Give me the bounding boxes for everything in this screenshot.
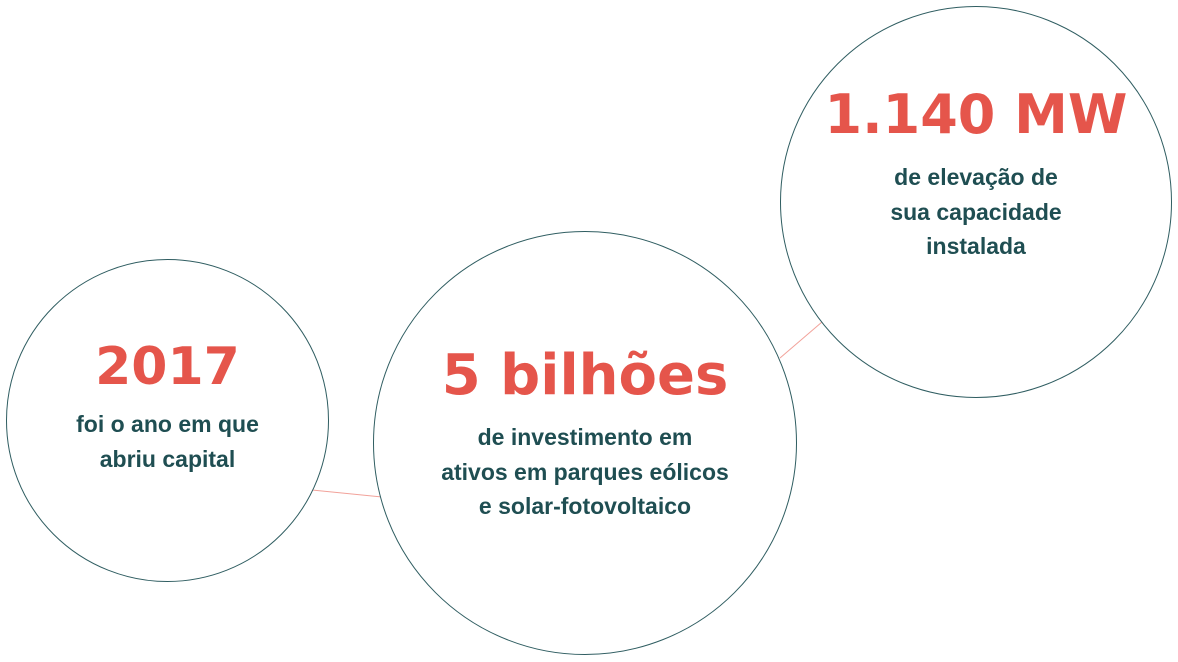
stat-caption-line: sua capacidade (890, 198, 1062, 225)
stat-circle-ipo-year: 2017 foi o ano em que abriu capital (6, 259, 329, 582)
stat-caption: de elevação de sua capacidade instalada (890, 160, 1061, 264)
stat-caption-line: foi o ano em que (76, 411, 259, 437)
stat-caption-line: de investimento em (477, 424, 693, 451)
stat-headline: 1.140 MW (824, 83, 1128, 147)
stat-headline: 2017 (95, 337, 240, 397)
stat-caption-line: instalada (926, 233, 1026, 260)
stat-circle-investment: 5 bilhões de investimento em ativos em p… (373, 231, 797, 655)
stat-caption-line: de elevação de (894, 164, 1058, 191)
stat-caption: foi o ano em que abriu capital (76, 407, 259, 476)
connector-line-2-3 (779, 321, 823, 359)
stat-caption-line: abriu capital (99, 445, 236, 472)
stat-caption-line: e solar-fotovoltaico (478, 493, 692, 520)
stat-caption-line: ativos em parques eólicos (441, 458, 729, 485)
connector-line-1-2 (311, 489, 383, 498)
stat-caption: de investimento em ativos em parques eól… (441, 420, 729, 524)
stat-circle-capacity: 1.140 MW de elevação de sua capacidade i… (780, 6, 1172, 398)
stat-headline: 5 bilhões (441, 343, 729, 409)
